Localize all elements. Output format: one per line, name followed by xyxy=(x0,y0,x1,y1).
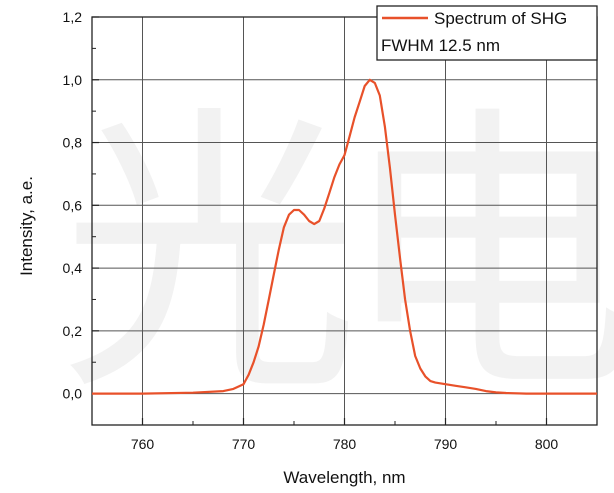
legend: Spectrum of SHG FWHM 12.5 nm xyxy=(376,5,598,61)
series-line xyxy=(92,78,597,395)
y-tick-labels: 0,0 0,2 0,4 0,6 0,8 1,0 1,2 xyxy=(63,9,83,402)
x-tick-label: 770 xyxy=(232,436,256,452)
legend-entry: Spectrum of SHG xyxy=(434,9,567,28)
x-tick-label: 800 xyxy=(535,436,559,452)
svg-text:光: 光 xyxy=(60,82,360,431)
series-group xyxy=(92,78,597,395)
x-axis-label: Wavelength, nm xyxy=(283,468,405,487)
y-axis-label: Intensity, a.e. xyxy=(17,176,36,276)
y-tick-label: 0,6 xyxy=(63,197,83,213)
y-tick-label: 0,0 xyxy=(63,386,83,402)
y-tick-label: 0,2 xyxy=(63,323,83,339)
y-tick-label: 1,2 xyxy=(63,9,83,25)
y-tick-label: 1,0 xyxy=(63,72,83,88)
x-tick-labels: 760 770 780 790 800 xyxy=(131,436,559,452)
x-tick-label: 760 xyxy=(131,436,155,452)
y-tick-label: 0,4 xyxy=(63,260,83,276)
fwhm-annotation: FWHM 12.5 nm xyxy=(381,36,500,55)
watermark: 光 电 xyxy=(60,82,614,431)
legend-box xyxy=(376,5,598,61)
x-tick-label: 790 xyxy=(434,436,458,452)
x-tick-label: 780 xyxy=(333,436,357,452)
svg-text:电: 电 xyxy=(340,82,614,431)
y-tick-label: 0,8 xyxy=(63,135,83,151)
